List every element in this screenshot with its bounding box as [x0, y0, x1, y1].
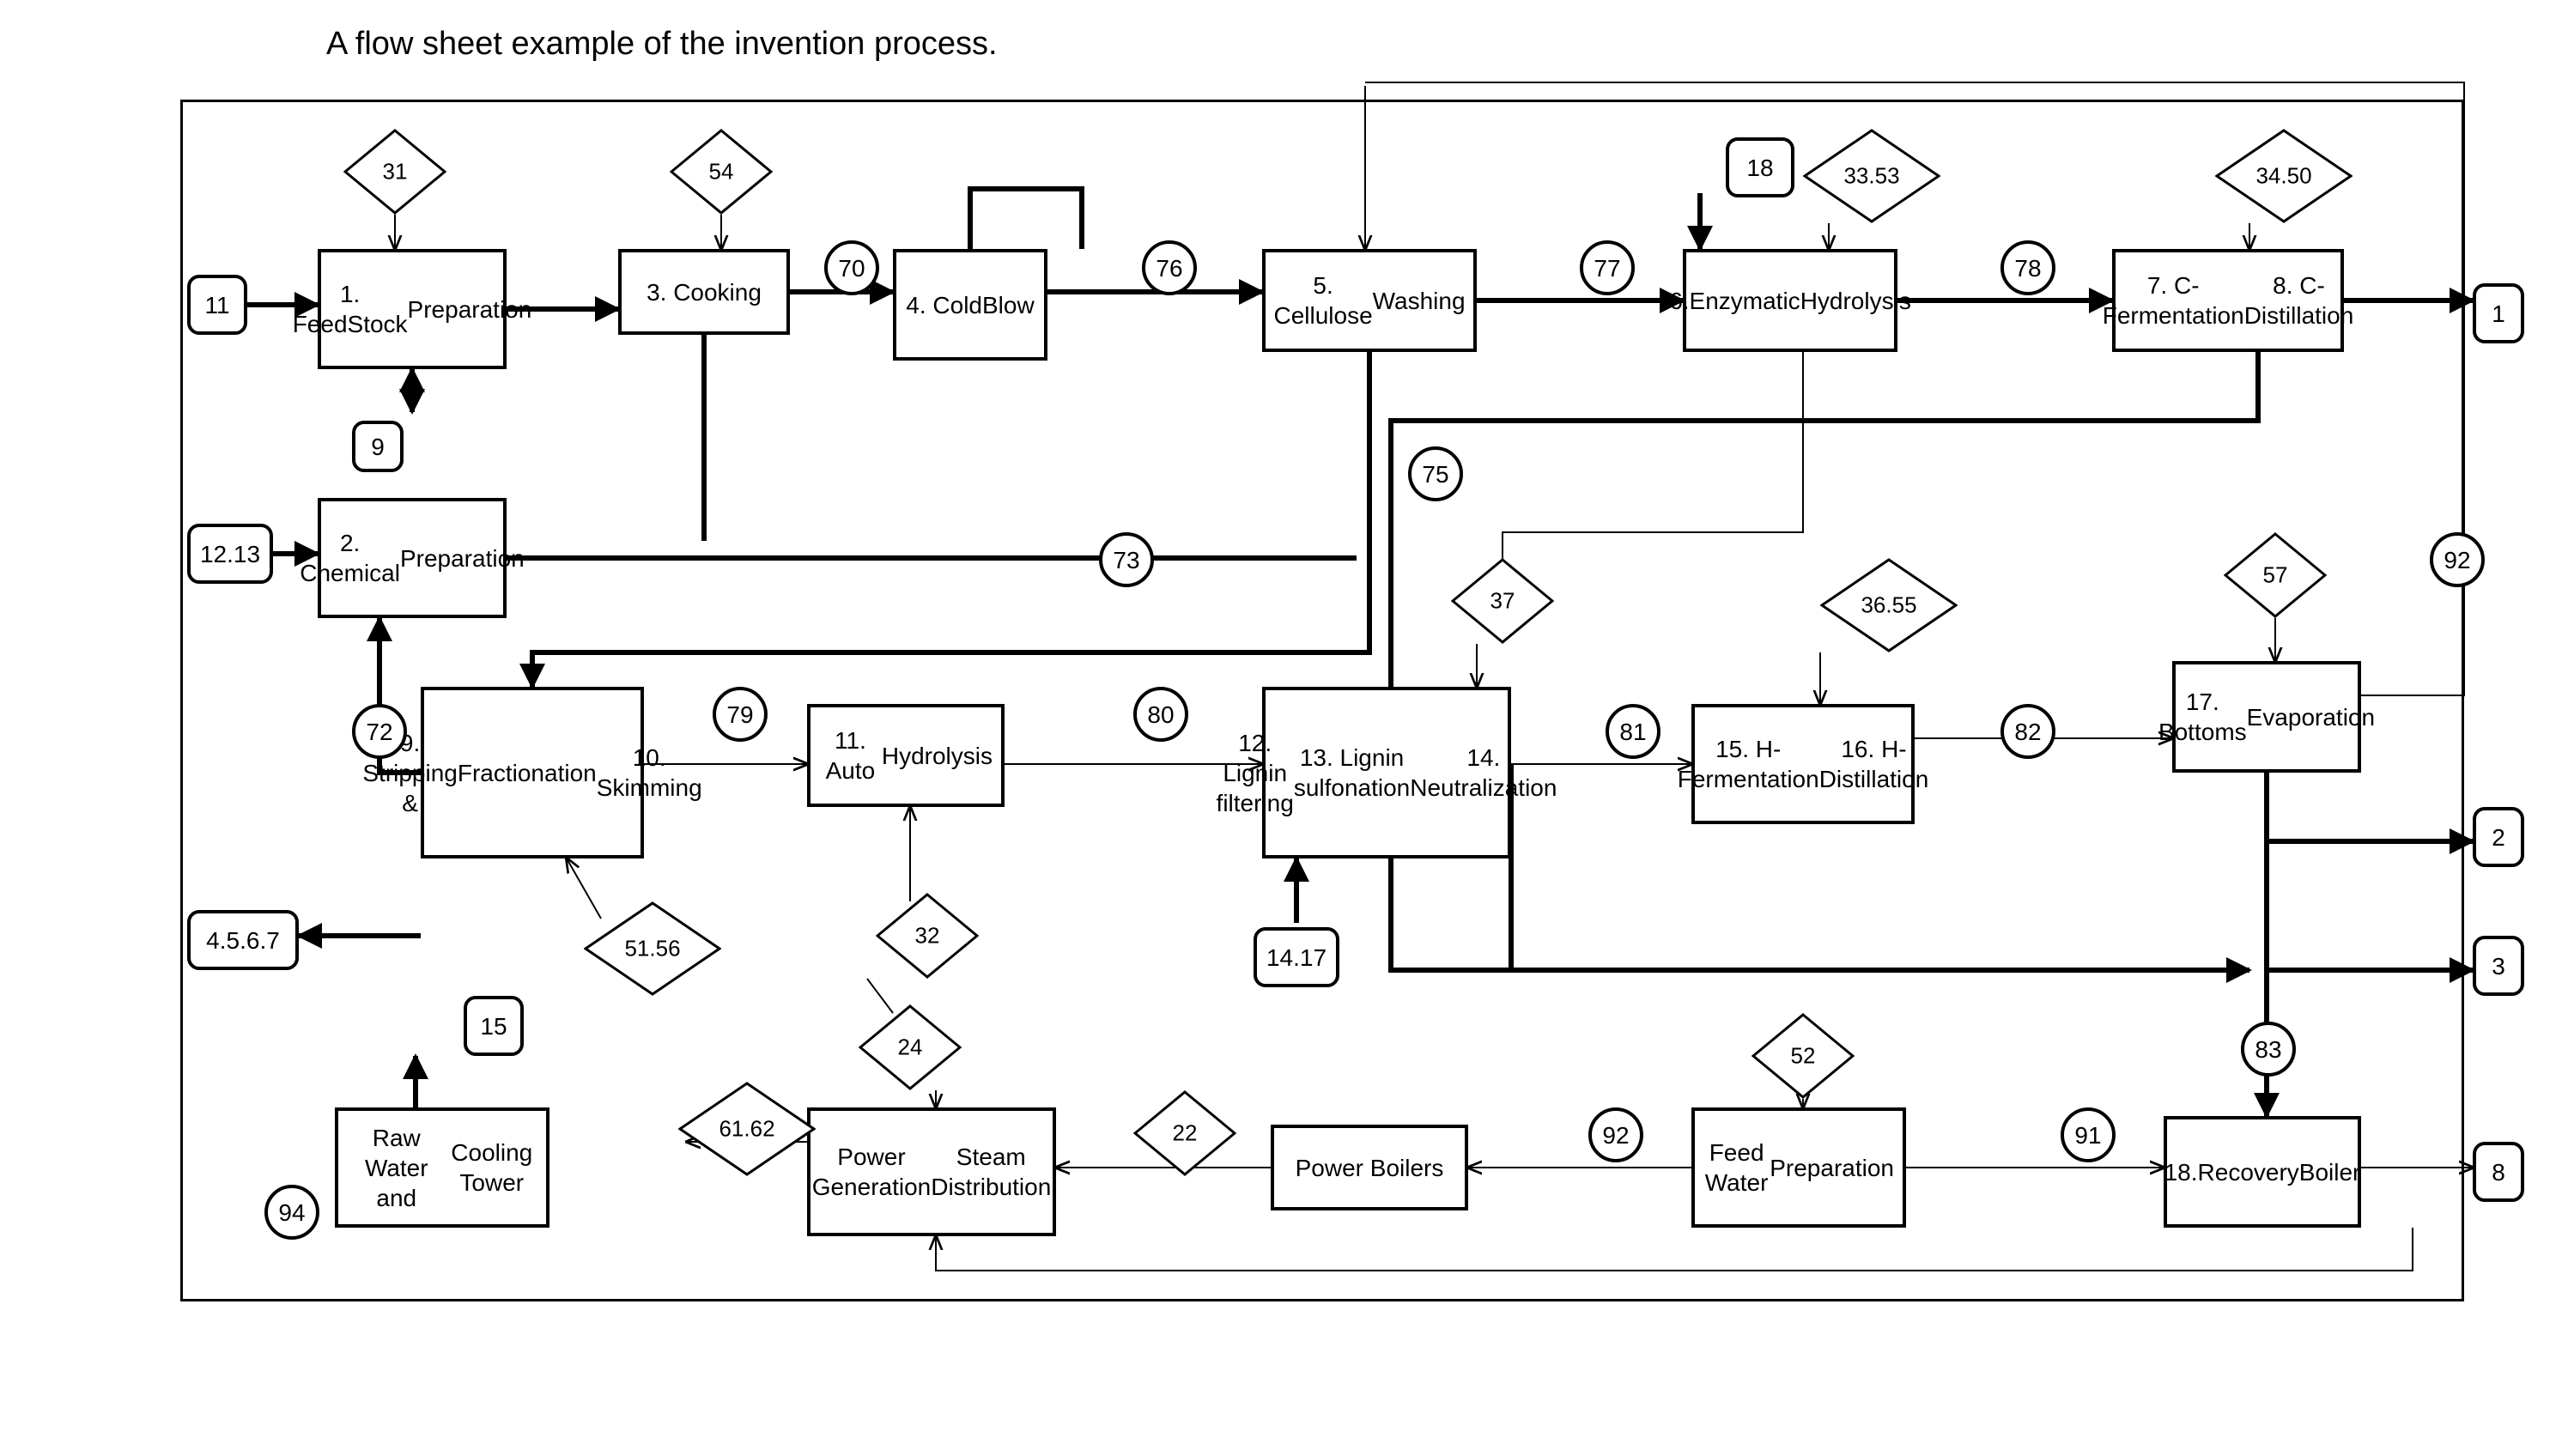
- diamond-d3353: 33.53: [1803, 129, 1940, 223]
- process-feedstock: 1. FeedStockPreparation: [318, 249, 507, 369]
- stream-circle-c92: 92: [2430, 532, 2485, 587]
- id-box-s2: 2: [2473, 807, 2524, 867]
- id-box-s18: 18: [1726, 137, 1794, 197]
- stream-circle-c91: 91: [2061, 1107, 2116, 1162]
- diamond-d24: 24: [859, 1004, 962, 1090]
- process-lignin: 12. Lignin filtering13. Lignin sulfonati…: [1262, 687, 1511, 858]
- stream-circle-c80: 80: [1133, 687, 1188, 742]
- diamond-d52: 52: [1752, 1013, 1855, 1099]
- process-autohydro: 11. AutoHydrolysis: [807, 704, 1005, 807]
- stream-circle-c73: 73: [1099, 532, 1154, 587]
- process-cferment: 7. C-Fermentation8. C-Distillation: [2112, 249, 2344, 352]
- stream-circle-c77: 77: [1580, 240, 1635, 295]
- id-box-s1417: 14.17: [1254, 927, 1339, 987]
- stream-circle-c79: 79: [713, 687, 768, 742]
- id-box-s15: 15: [464, 996, 524, 1056]
- diamond-d3655: 36.55: [1820, 558, 1958, 652]
- process-cooking: 3. Cooking: [618, 249, 790, 335]
- process-hferment: 15. H-Fermentation16. H-Distillation: [1691, 704, 1915, 824]
- process-powergen: Power GenerationSteam Distribution: [807, 1107, 1056, 1236]
- id-box-s9: 9: [352, 421, 404, 472]
- process-chemprep: 2. ChemicalPreparation: [318, 498, 507, 618]
- stream-circle-c72: 72: [352, 704, 407, 759]
- stream-circle-c75: 75: [1408, 446, 1463, 501]
- process-stripping: 9. Stripping &Fractionation10. Skimming: [421, 687, 644, 858]
- diamond-d37: 37: [1451, 558, 1554, 644]
- id-box-s8: 8: [2473, 1142, 2524, 1202]
- id-box-s4567: 4.5.6.7: [187, 910, 299, 970]
- stream-circle-c83: 83: [2241, 1022, 2296, 1077]
- process-cellulose: 5. CelluloseWashing: [1262, 249, 1477, 352]
- stream-circle-c92b: 92: [1588, 1107, 1643, 1162]
- diamond-d54: 54: [670, 129, 773, 215]
- id-box-s1: 1: [2473, 283, 2524, 343]
- process-rawwater: Raw Water andCooling Tower: [335, 1107, 549, 1228]
- diamond-d22: 22: [1133, 1090, 1236, 1176]
- diamond-d6162: 61.62: [678, 1082, 816, 1176]
- process-powerboil: Power Boilers: [1271, 1125, 1468, 1210]
- stream-circle-c94: 94: [264, 1185, 319, 1240]
- diamond-d31: 31: [343, 129, 446, 215]
- process-coldblow: 4. ColdBlow: [893, 249, 1047, 361]
- id-box-s11: 11: [187, 275, 247, 335]
- stream-circle-c81: 81: [1606, 704, 1660, 759]
- id-box-s3: 3: [2473, 936, 2524, 996]
- diamond-d3450: 34.50: [2215, 129, 2353, 223]
- process-recovery: 18.RecoveryBoiler: [2164, 1116, 2361, 1228]
- diamond-d5156: 51.56: [584, 901, 721, 996]
- stream-circle-c82: 82: [2000, 704, 2055, 759]
- process-bottoms: 17. BottomsEvaporation: [2172, 661, 2361, 773]
- stream-circle-c76: 76: [1142, 240, 1197, 295]
- process-enzymatic: 6.EnzymaticHydrolysis: [1683, 249, 1897, 352]
- diamond-d32: 32: [876, 893, 979, 979]
- page-title: A flow sheet example of the invention pr…: [326, 26, 998, 63]
- diamond-d57: 57: [2224, 532, 2327, 618]
- stream-circle-c78: 78: [2000, 240, 2055, 295]
- stream-circle-c70: 70: [824, 240, 879, 295]
- process-feedwater: Feed WaterPreparation: [1691, 1107, 1906, 1228]
- flowsheet-page: A flow sheet example of the invention pr…: [0, 0, 2562, 1456]
- id-box-s1213: 12.13: [187, 524, 273, 584]
